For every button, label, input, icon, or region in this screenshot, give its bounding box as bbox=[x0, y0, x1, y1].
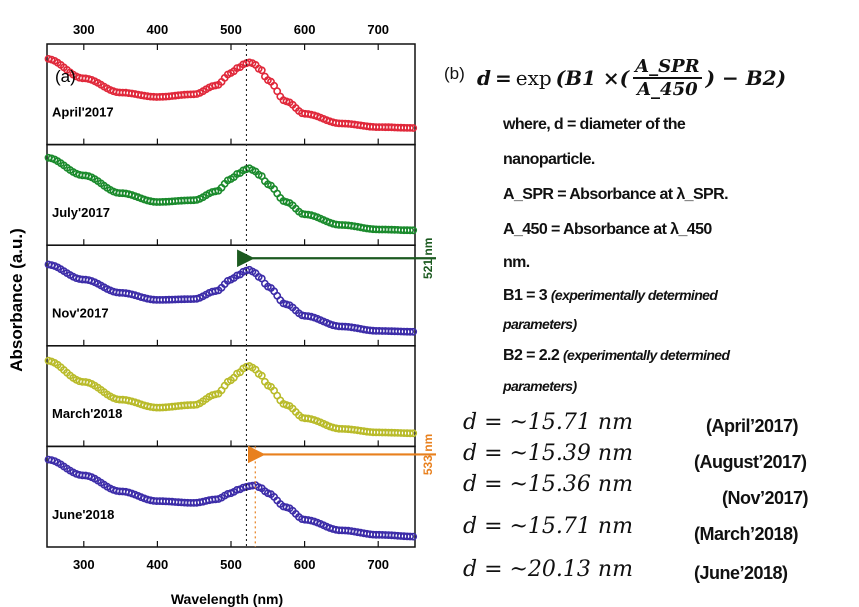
note-b1-italic: (experimentally determined bbox=[550, 287, 718, 303]
uv-vis-chart: April'2017 July'2017 Nov'2017 March'2018 Jun… bbox=[7, 22, 436, 607]
data-point bbox=[406, 327, 414, 336]
series-label: July'2017 bbox=[52, 205, 110, 220]
data-point bbox=[257, 371, 266, 380]
note-b1: B1 = 3 (experimentally determined bbox=[503, 287, 718, 305]
result-value: d = ~15.39 nm bbox=[463, 441, 633, 466]
note-line: A_450 = Absorbance at λ_450 bbox=[503, 221, 712, 238]
panel-a-label: (a) bbox=[55, 67, 76, 86]
data-point bbox=[211, 287, 220, 295]
series-label: June'2018 bbox=[52, 507, 114, 522]
series-label: April'2017 bbox=[52, 104, 114, 119]
data-point bbox=[211, 81, 220, 90]
series-label: March'2018 bbox=[52, 406, 122, 421]
data-point bbox=[211, 187, 220, 196]
panel-frame bbox=[46, 43, 416, 146]
data-point bbox=[406, 532, 414, 541]
annotation-533: 533 nm bbox=[421, 434, 435, 475]
result-label: (Nov’2017) bbox=[722, 488, 809, 508]
series-label: Nov'2017 bbox=[52, 306, 109, 321]
top-tick-label: 300 bbox=[73, 22, 95, 37]
data-point bbox=[257, 66, 266, 75]
note-b2: B2 = 2.2 (experimentally determined bbox=[503, 347, 730, 365]
top-tick-label: 600 bbox=[294, 22, 316, 37]
formula-fraction: A_SPR A_450 bbox=[633, 56, 702, 100]
note-b2-cont: parameters) bbox=[503, 378, 577, 394]
note-b2-value: B2 = 2.2 bbox=[503, 347, 563, 364]
note-line: parameters) bbox=[503, 316, 577, 334]
result-value: d = ~15.71 nm bbox=[463, 410, 633, 435]
data-point bbox=[409, 327, 418, 336]
top-tick-label: 500 bbox=[220, 22, 242, 37]
x-tick-label: 500 bbox=[220, 557, 242, 572]
data-point bbox=[409, 226, 418, 235]
data-point bbox=[409, 532, 418, 541]
result-label: (August’2017) bbox=[694, 452, 807, 472]
y-axis-title: Absorbance (a.u.) bbox=[7, 228, 26, 372]
formula-denominator: A_450 bbox=[637, 79, 698, 100]
x-tick-label: 700 bbox=[367, 557, 389, 572]
note-line: nanoparticle. bbox=[503, 151, 595, 168]
note-b1-value: B1 = 3 bbox=[503, 287, 551, 304]
data-point bbox=[406, 226, 414, 235]
top-tick-label: 700 bbox=[367, 22, 389, 37]
formula-pre: (B1 ×( bbox=[555, 66, 630, 90]
formula-numerator: A_SPR bbox=[633, 56, 702, 79]
x-tick-label: 300 bbox=[73, 557, 95, 572]
result-value: d = ~15.71 nm bbox=[463, 514, 633, 539]
annotation-521: 521 nm bbox=[421, 238, 435, 279]
formula-post: ) − B2) bbox=[705, 66, 787, 90]
note-line: nm. bbox=[503, 254, 530, 271]
formula-lhs: d bbox=[477, 66, 491, 90]
data-point bbox=[409, 429, 418, 438]
top-tick-label: 400 bbox=[147, 22, 169, 37]
x-tick-label: 400 bbox=[147, 557, 169, 572]
note-line: where, d = diameter of the bbox=[503, 116, 686, 133]
data-point bbox=[406, 124, 414, 132]
x-tick-label: 600 bbox=[294, 557, 316, 572]
note-line: parameters) bbox=[503, 378, 577, 396]
note-b2-italic: (experimentally determined bbox=[562, 347, 730, 363]
x-axis-title: Wavelength (nm) bbox=[171, 591, 283, 607]
diameter-formula: d = exp (B1 ×( A_SPR A_450 ) − B2) bbox=[477, 56, 786, 100]
formula-fn: exp bbox=[515, 66, 552, 90]
note-line: A_SPR = Absorbance at λ_SPR. bbox=[503, 186, 729, 203]
result-value: d = ~20.13 nm bbox=[463, 557, 633, 582]
result-label: (June’2018) bbox=[694, 563, 788, 583]
panel-b-label: (b) bbox=[444, 64, 465, 83]
result-label: (March’2018) bbox=[694, 524, 799, 544]
formula-eq: = bbox=[494, 66, 512, 90]
note-b1-cont: parameters) bbox=[503, 316, 577, 332]
result-label: (April’2017) bbox=[706, 416, 799, 436]
data-point bbox=[409, 124, 418, 132]
result-value: d = ~15.36 nm bbox=[463, 472, 633, 497]
data-point bbox=[406, 429, 414, 438]
